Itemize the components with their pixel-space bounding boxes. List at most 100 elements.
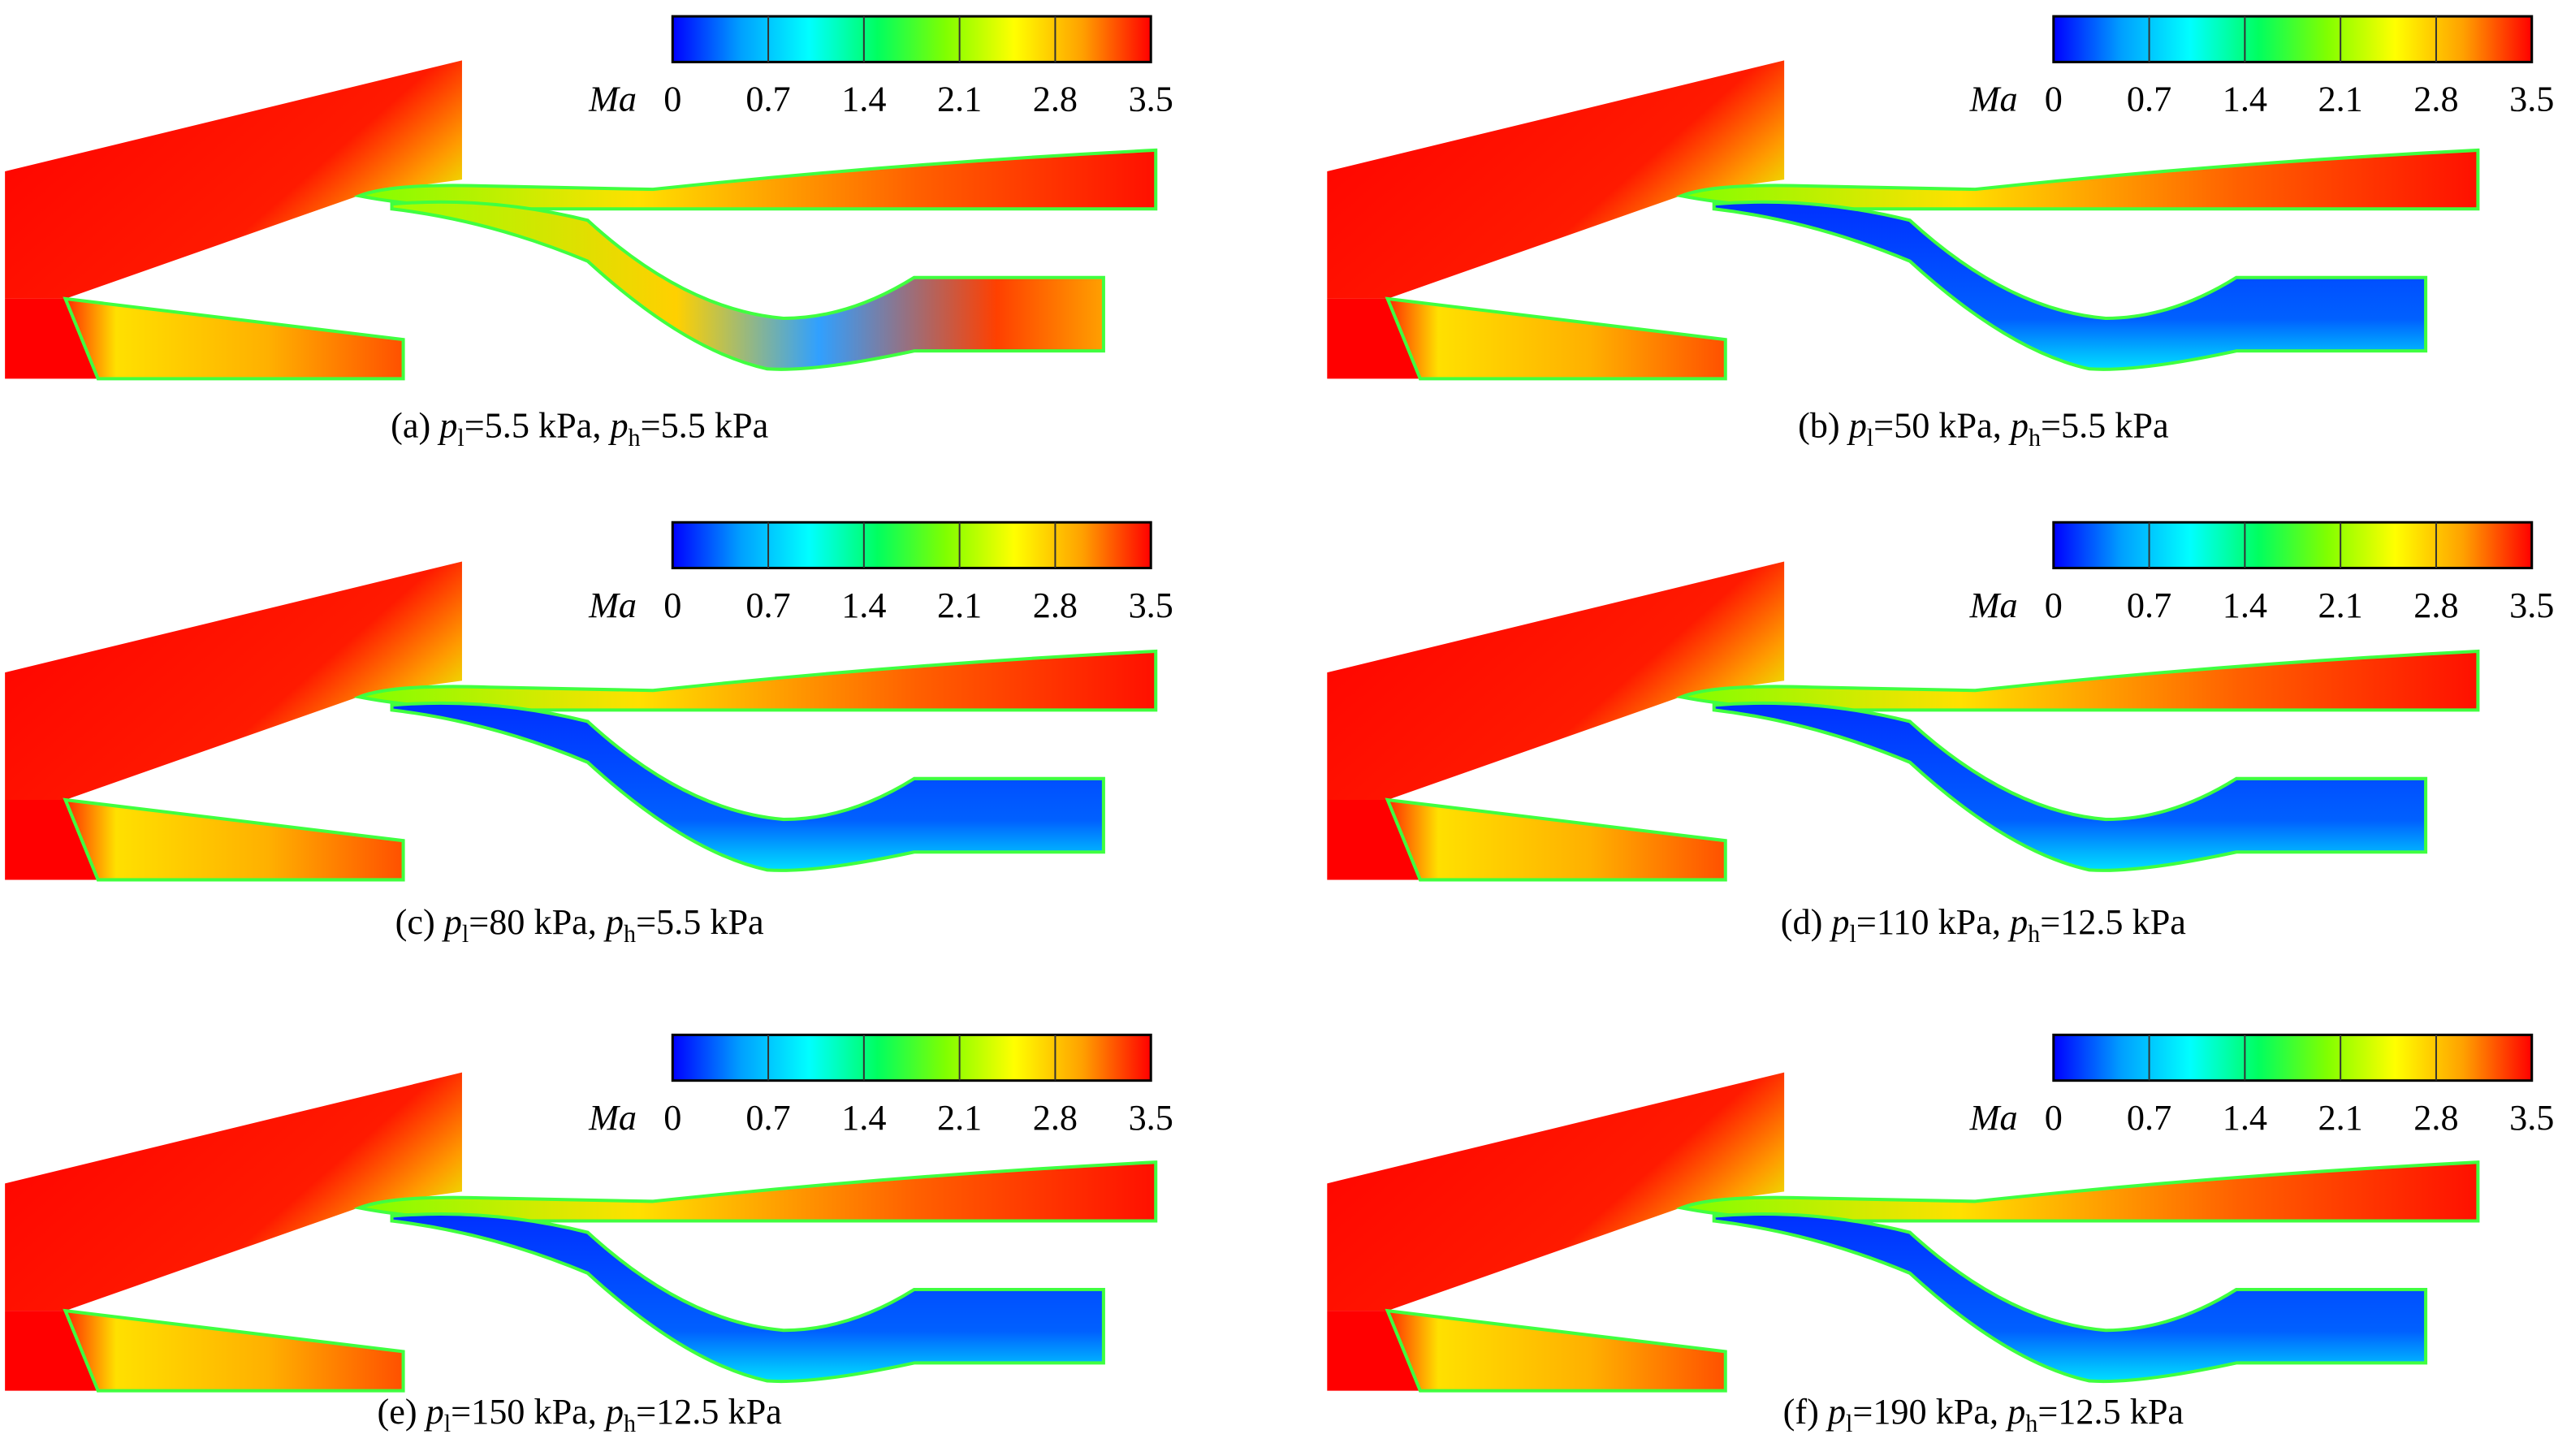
- panel: Ma 0 0.7 1.4 2.1 2.8 3.5(d) pl=110 kPa, ph=12.…: [1327, 521, 2554, 948]
- caption-part: p: [2005, 1392, 2025, 1432]
- colorbar-label: Ma: [588, 1098, 637, 1138]
- caption-part: p: [2007, 902, 2028, 942]
- colorbar-tick-label: 2.1: [937, 585, 982, 625]
- colorbar-tick-label: 3.5: [1129, 80, 1173, 119]
- colorbar-tick-label: 2.8: [2413, 80, 2458, 119]
- caption-part: =5.5 kPa,: [465, 406, 611, 446]
- colorbar-tick-label: 0: [2045, 585, 2063, 625]
- colorbar-tick-label: 2.1: [2318, 585, 2363, 625]
- colorbar-label: Ma: [588, 585, 637, 625]
- caption-part: =12.5 kPa: [2037, 1392, 2184, 1432]
- caption-part: p: [1829, 902, 1849, 942]
- colorbar-label: Ma: [1969, 585, 2018, 625]
- colorbar-tick-label: 3.5: [2509, 585, 2554, 625]
- colorbar-tick-label: 0: [663, 80, 681, 119]
- caption-part: h: [2029, 424, 2041, 451]
- contour-plot: [1327, 1073, 2478, 1391]
- colorbar-tick-label: 2.8: [1033, 585, 1078, 625]
- colorbar-label: Ma: [588, 80, 637, 119]
- colorbar-tick-label: 3.5: [2509, 1098, 2554, 1138]
- colorbar-tick-label: 2.8: [1033, 80, 1078, 119]
- panel: Ma 0 0.7 1.4 2.1 2.8 3.5(e) pl=150 kPa, ph=12.…: [5, 1033, 1173, 1437]
- caption-part: l: [1850, 920, 1856, 948]
- caption: (e) pl=150 kPa, ph=12.5 kPa: [378, 1392, 783, 1437]
- colorbar-tick-label: 0: [663, 1098, 681, 1138]
- contour-plot: [5, 60, 1156, 378]
- panel: Ma 0 0.7 1.4 2.1 2.8 3.5(a) pl=5.5 kPa, ph=5.5…: [5, 15, 1173, 451]
- colorbar: [671, 521, 1152, 570]
- caption-part: =80 kPa,: [469, 902, 606, 942]
- caption-part: p: [603, 1392, 624, 1432]
- colorbar-tick-label: 1.4: [2223, 1098, 2267, 1138]
- colorbar-tick-label: 0: [2045, 80, 2063, 119]
- caption-part: (f): [1783, 1392, 1828, 1432]
- caption-part: l: [457, 424, 464, 451]
- caption-part: =190 kPa,: [1852, 1392, 2007, 1432]
- s-duct: [1714, 202, 2426, 369]
- contour-plot: [1327, 60, 2478, 378]
- caption-part: =5.5 kPa: [636, 902, 764, 942]
- colorbar-tick-label: 3.5: [2509, 80, 2554, 119]
- caption-part: h: [624, 920, 636, 948]
- panel: Ma 0 0.7 1.4 2.1 2.8 3.5(f) pl=190 kPa, ph=12.…: [1327, 1033, 2554, 1437]
- s-duct: [392, 202, 1104, 369]
- caption-part: =5.5 kPa: [641, 406, 769, 446]
- colorbar-tick-label: 0.7: [745, 80, 790, 119]
- colorbar: [2052, 15, 2534, 63]
- colorbar-tick-label: 2.1: [937, 80, 982, 119]
- caption-part: (d): [1781, 902, 1832, 942]
- colorbar-tick-label: 2.8: [2413, 1098, 2458, 1138]
- panel: Ma 0 0.7 1.4 2.1 2.8 3.5(c) pl=80 kPa, ph=5.5 …: [5, 521, 1173, 948]
- caption-part: p: [1826, 1392, 1846, 1432]
- colorbar-tick-label: 1.4: [2223, 80, 2267, 119]
- colorbar-tick-label: 2.1: [937, 1098, 982, 1138]
- caption-part: h: [624, 1410, 636, 1437]
- caption: (c) pl=80 kPa, ph=5.5 kPa: [395, 902, 764, 948]
- caption-part: =12.5 kPa: [636, 1392, 782, 1432]
- caption-part: l: [1846, 1410, 1852, 1437]
- caption: (d) pl=110 kPa, ph=12.5 kPa: [1781, 902, 2186, 948]
- colorbar-tick-label: 0.7: [745, 1098, 790, 1138]
- colorbar-tick-label: 1.4: [2223, 585, 2267, 625]
- contour-plot: [1327, 561, 2478, 879]
- caption-part: p: [437, 406, 457, 446]
- caption-part: =50 kPa,: [1873, 406, 2011, 446]
- colorbar-tick-label: 2.8: [2413, 585, 2458, 625]
- caption-part: (c): [395, 902, 444, 942]
- colorbar-tick-label: 1.4: [841, 585, 886, 625]
- caption-part: =110 kPa,: [1856, 902, 2010, 942]
- caption-part: p: [1847, 406, 1867, 446]
- colorbar-tick-label: 2.1: [2318, 1098, 2363, 1138]
- colorbar-tick-label: 1.4: [841, 80, 886, 119]
- caption-part: l: [444, 1410, 451, 1437]
- panel: Ma 0 0.7 1.4 2.1 2.8 3.5(b) pl=50 kPa, ph=5.5 …: [1327, 15, 2554, 451]
- s-duct: [392, 703, 1104, 871]
- caption-part: =12.5 kPa: [2040, 902, 2186, 942]
- s-duct: [1714, 1214, 2426, 1381]
- caption: (a) pl=5.5 kPa, ph=5.5 kPa: [391, 406, 768, 451]
- caption-part: p: [442, 902, 462, 942]
- caption-part: p: [607, 406, 628, 446]
- colorbar: [2052, 521, 2534, 570]
- colorbar-label: Ma: [1969, 80, 2018, 119]
- colorbar-tick-label: 0.7: [2127, 80, 2171, 119]
- caption-part: (e): [378, 1392, 426, 1432]
- colorbar-tick-label: 0: [663, 585, 681, 625]
- colorbar-tick-label: 0.7: [2127, 585, 2171, 625]
- colorbar-tick-label: 1.4: [841, 1098, 886, 1138]
- caption-part: (b): [1798, 406, 1849, 446]
- colorbar-tick-label: 0.7: [2127, 1098, 2171, 1138]
- caption-part: l: [1867, 424, 1873, 451]
- colorbar-label: Ma: [1969, 1098, 2018, 1138]
- colorbar: [671, 1033, 1152, 1082]
- colorbar-tick-label: 3.5: [1129, 1098, 1173, 1138]
- caption: (b) pl=50 kPa, ph=5.5 kPa: [1798, 406, 2169, 451]
- caption-part: =5.5 kPa: [2041, 406, 2169, 446]
- caption-part: h: [2028, 920, 2040, 948]
- colorbar-tick-label: 0.7: [745, 585, 790, 625]
- caption-part: p: [424, 1392, 444, 1432]
- colorbar-tick-label: 2.8: [1033, 1098, 1078, 1138]
- caption-part: =150 kPa,: [451, 1392, 606, 1432]
- colorbar-tick-label: 3.5: [1129, 585, 1173, 625]
- caption-part: (a): [391, 406, 439, 446]
